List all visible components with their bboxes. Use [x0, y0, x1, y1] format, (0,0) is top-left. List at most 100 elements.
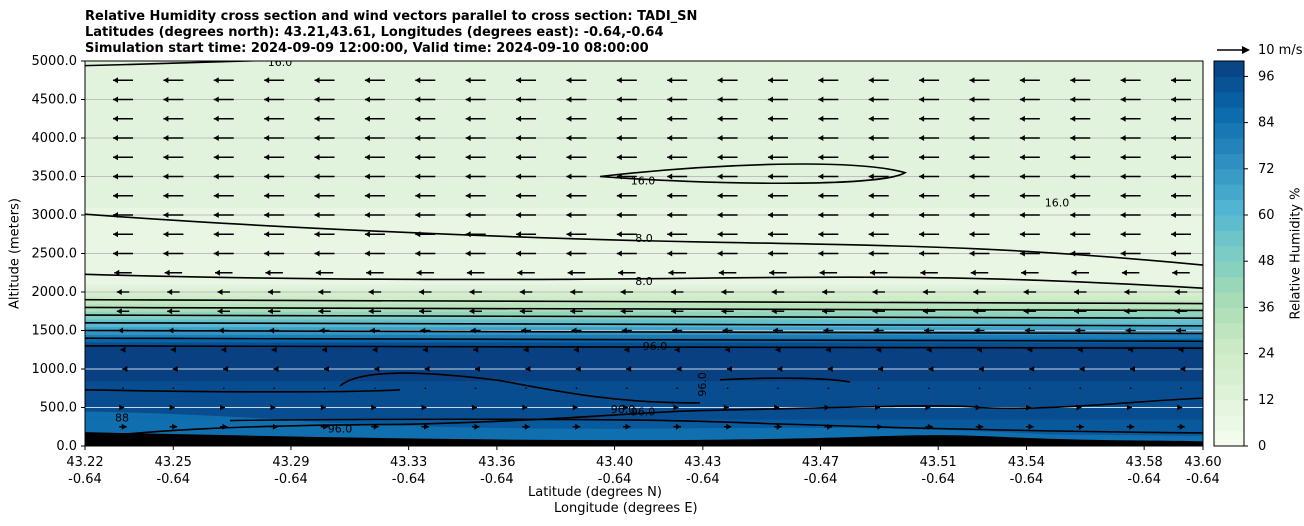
wind-vector-head: [818, 77, 824, 84]
wind-vector-head: [969, 96, 975, 103]
wind-vector-head: [777, 366, 783, 372]
wind-vector-head: [1171, 231, 1176, 238]
wind-vector-head: [869, 269, 875, 276]
wind-vector-head: [872, 308, 878, 315]
wind-vector-head: [670, 289, 676, 295]
wind-vector-head: [323, 423, 329, 430]
wind-vector-head: [1073, 308, 1079, 315]
wind-vector-head: [516, 192, 522, 199]
wind-vector-head: [767, 250, 773, 257]
wind-vector-head: [928, 366, 934, 372]
rh-band: [85, 95, 1203, 100]
colorbar-segment: [1214, 122, 1244, 139]
wind-vector: [1029, 387, 1031, 390]
rh-band: [85, 161, 1203, 166]
wind-vector-head: [172, 366, 178, 372]
colorbar-segment: [1214, 245, 1244, 262]
wind-vector-head: [1176, 327, 1181, 334]
rh-band: [85, 372, 1203, 378]
rh-band: [85, 180, 1203, 185]
rh-contour-line: [85, 322, 1203, 327]
wind-vector-head: [620, 308, 626, 315]
wind-vector: [172, 387, 175, 390]
wind-vector-head: [1120, 96, 1126, 103]
wind-vector-head: [1171, 77, 1176, 84]
wind-vector-head: [119, 404, 125, 411]
x-tick-label-lon: -0.64: [1010, 472, 1044, 487]
wind-vector-head: [767, 173, 773, 180]
rh-band: [85, 76, 1203, 81]
wind-vector-head: [717, 135, 723, 141]
x-tick-label-lat: 43.51: [920, 455, 957, 470]
contour-label: 16.0: [631, 174, 656, 187]
wind-vector-head: [113, 115, 118, 122]
wind-vector-head: [170, 346, 176, 353]
rh-band: [85, 349, 1203, 355]
wind-vector-head: [424, 423, 430, 430]
wind-vector-head: [1171, 173, 1176, 180]
wind-vector-head: [1120, 173, 1126, 180]
rh-band: [85, 80, 1203, 85]
rh-band: [85, 253, 1203, 258]
wind-vector-head: [767, 96, 773, 103]
wind-vector-head: [1124, 289, 1130, 295]
wind-vector-head: [1120, 231, 1126, 238]
wind-vector-head: [670, 308, 676, 315]
wind-vector-head: [767, 77, 773, 84]
rh-band: [85, 211, 1203, 216]
rh-band: [85, 230, 1203, 235]
rh-band: [85, 268, 1203, 274]
wind-vector-head: [616, 192, 622, 199]
y-axis-label: Altitude (meters): [7, 198, 23, 309]
wind-vector-head: [465, 154, 471, 161]
wind-vector-head: [1019, 192, 1025, 199]
wind-vector-head: [771, 289, 777, 295]
rh-contour-line: [85, 337, 1203, 343]
wind-vector: [726, 387, 729, 390]
wind-vector-head: [264, 154, 270, 161]
wind-vector-head: [1019, 154, 1025, 161]
wind-vector-head: [818, 96, 824, 103]
wind-vector-head: [818, 192, 824, 199]
x-tick-label-lon: -0.64: [598, 472, 632, 487]
wind-vector-head: [776, 423, 782, 430]
x-tick-label-lat: 43.60: [1184, 455, 1221, 470]
wind-vector-head: [314, 231, 320, 238]
wind-vector-head: [264, 250, 270, 257]
wind-vector-head: [1120, 212, 1126, 218]
colorbar-segment: [1214, 292, 1244, 308]
chart-title-line-3: Simulation start time: 2024-09-09 12:00:…: [85, 41, 649, 56]
wind-vector-head: [516, 96, 522, 103]
wind-vector-head: [1171, 212, 1176, 218]
rh-band: [85, 334, 1203, 339]
wind-vector-head: [116, 308, 122, 315]
wind-vector: [928, 387, 930, 390]
wind-vector-head: [323, 366, 329, 372]
wind-vector-head: [475, 366, 481, 372]
rh-band: [85, 403, 1203, 408]
wind-vector-head: [1171, 250, 1176, 257]
wind-vector-head: [673, 404, 679, 411]
wind-vector-head: [919, 231, 925, 238]
plot-area: 16.016.016.08.08.096.096.096.096.096.088: [85, 61, 1203, 446]
wind-vector-head: [465, 96, 471, 103]
wind-vector-head: [667, 115, 673, 122]
wind-vector-head: [1126, 404, 1132, 411]
wind-vector-head: [1070, 77, 1076, 84]
wind-vector-head: [516, 173, 522, 180]
colorbar-segment: [1214, 399, 1244, 416]
x-axis-label-latitude: Latitude (degrees N): [528, 485, 662, 500]
wind-vector-head: [314, 212, 320, 218]
wind-vector-head: [1024, 327, 1030, 334]
wind-vector-head: [717, 231, 723, 238]
colorbar-tick-label: 96: [1258, 69, 1275, 84]
rh-band: [85, 284, 1203, 289]
colorbar: 0 12 24 36 48 60 72 84 96: [1213, 46, 1275, 454]
wind-vector-head: [374, 366, 380, 372]
rh-band: [85, 380, 1203, 385]
wind-vector-head: [767, 192, 773, 199]
rh-contour-line: [229, 418, 1203, 434]
wind-vector-head: [717, 192, 723, 199]
rh-band: [85, 168, 1203, 174]
wind-vector-head: [314, 154, 320, 161]
